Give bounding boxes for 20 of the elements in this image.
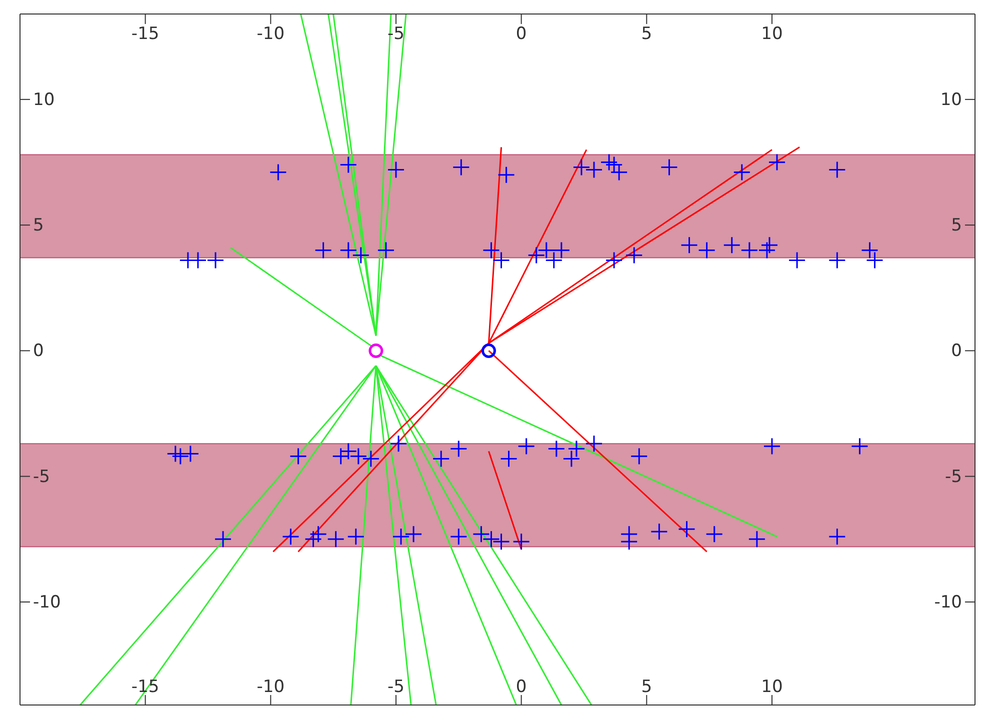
- y2-tick-label: 10: [940, 90, 962, 110]
- y-tick-label: 0: [33, 341, 44, 362]
- x2-tick-label: 10: [761, 24, 783, 44]
- y-tick-label: -10: [33, 592, 61, 612]
- y2-tick-label: -10: [934, 592, 962, 612]
- y2-tick-label: 5: [951, 216, 962, 236]
- x-tick-label: -5: [388, 677, 404, 697]
- x-tick-label: -10: [256, 677, 285, 697]
- x-tick-label: 10: [761, 677, 783, 697]
- y2-tick-label: 0: [951, 341, 962, 362]
- x2-tick-label: -15: [131, 24, 160, 44]
- x2-tick-label: -10: [256, 24, 285, 44]
- y-tick-label: 5: [33, 216, 44, 236]
- y-tick-label: -5: [33, 466, 50, 487]
- x-tick-label: 5: [641, 677, 652, 697]
- y2-tick-label: -5: [945, 466, 962, 487]
- x2-tick-label: 5: [641, 24, 652, 44]
- x2-tick-label: 0: [516, 24, 527, 44]
- x-tick-label: 0: [516, 677, 527, 697]
- y-tick-label: 10: [33, 90, 55, 110]
